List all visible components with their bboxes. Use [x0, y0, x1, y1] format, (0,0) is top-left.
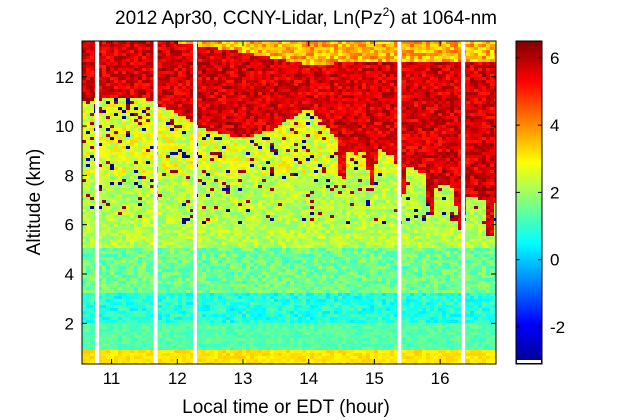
data-gap-1: [95, 41, 100, 364]
x-tick-label: 14: [299, 369, 318, 388]
plot-area: 11 12 13 14 15 16 2 4 6 8 10 12: [55, 40, 497, 388]
colorbar-tick-label: 2: [550, 183, 559, 202]
y-tick-label: 6: [65, 216, 74, 235]
x-tick-label: 16: [431, 369, 450, 388]
colorbar-tick-label: 4: [550, 116, 559, 135]
x-axis-ticks: 11 12 13 14 15 16: [103, 41, 450, 388]
data-gap-3: [193, 41, 198, 364]
y-tick-label: 2: [65, 314, 74, 333]
x-tick-label: 13: [234, 369, 253, 388]
colorbar: -2 0 2 4 6: [515, 40, 565, 365]
data-gap-2: [153, 41, 158, 364]
plot-frame: [81, 40, 497, 365]
title-superscript: 2: [383, 5, 390, 19]
y-tick-label: 8: [65, 166, 74, 185]
colorbar-tick-label: 0: [550, 251, 559, 270]
colorbar-gradient: [516, 41, 542, 364]
x-tick-label: 11: [103, 369, 121, 388]
title-suffix: ) at 1064-nm: [389, 8, 497, 29]
x-axis-label: Local time or EDT (hour): [182, 397, 390, 418]
y-axis-label: Altitude (km): [24, 149, 45, 256]
colorbar-bottom-strip: [517, 360, 541, 363]
title-prefix: 2012 Apr30, CCNY-Lidar, Ln(Pz: [115, 8, 383, 29]
colorbar-frame: [515, 40, 543, 365]
colorbar-tick-label: 6: [550, 49, 559, 68]
y-tick-label: 10: [55, 117, 74, 136]
y-tick-label: 12: [55, 68, 74, 87]
y-axis-ticks: 2 4 6 8 10 12: [55, 68, 496, 333]
colorbar-ticks: -2 0 2 4 6: [516, 49, 565, 363]
y-tick-label: 4: [65, 265, 74, 284]
x-tick-label: 15: [365, 369, 384, 388]
x-tick-label: 12: [168, 369, 187, 388]
colorbar-tick-label: -2: [550, 318, 565, 337]
data-gap-4: [397, 41, 402, 364]
data-gap-5: [461, 41, 466, 364]
chart-title: 2012 Apr30, CCNY-Lidar, Ln(Pz2) at 1064-…: [115, 5, 497, 29]
heatmap-image: [82, 41, 496, 364]
